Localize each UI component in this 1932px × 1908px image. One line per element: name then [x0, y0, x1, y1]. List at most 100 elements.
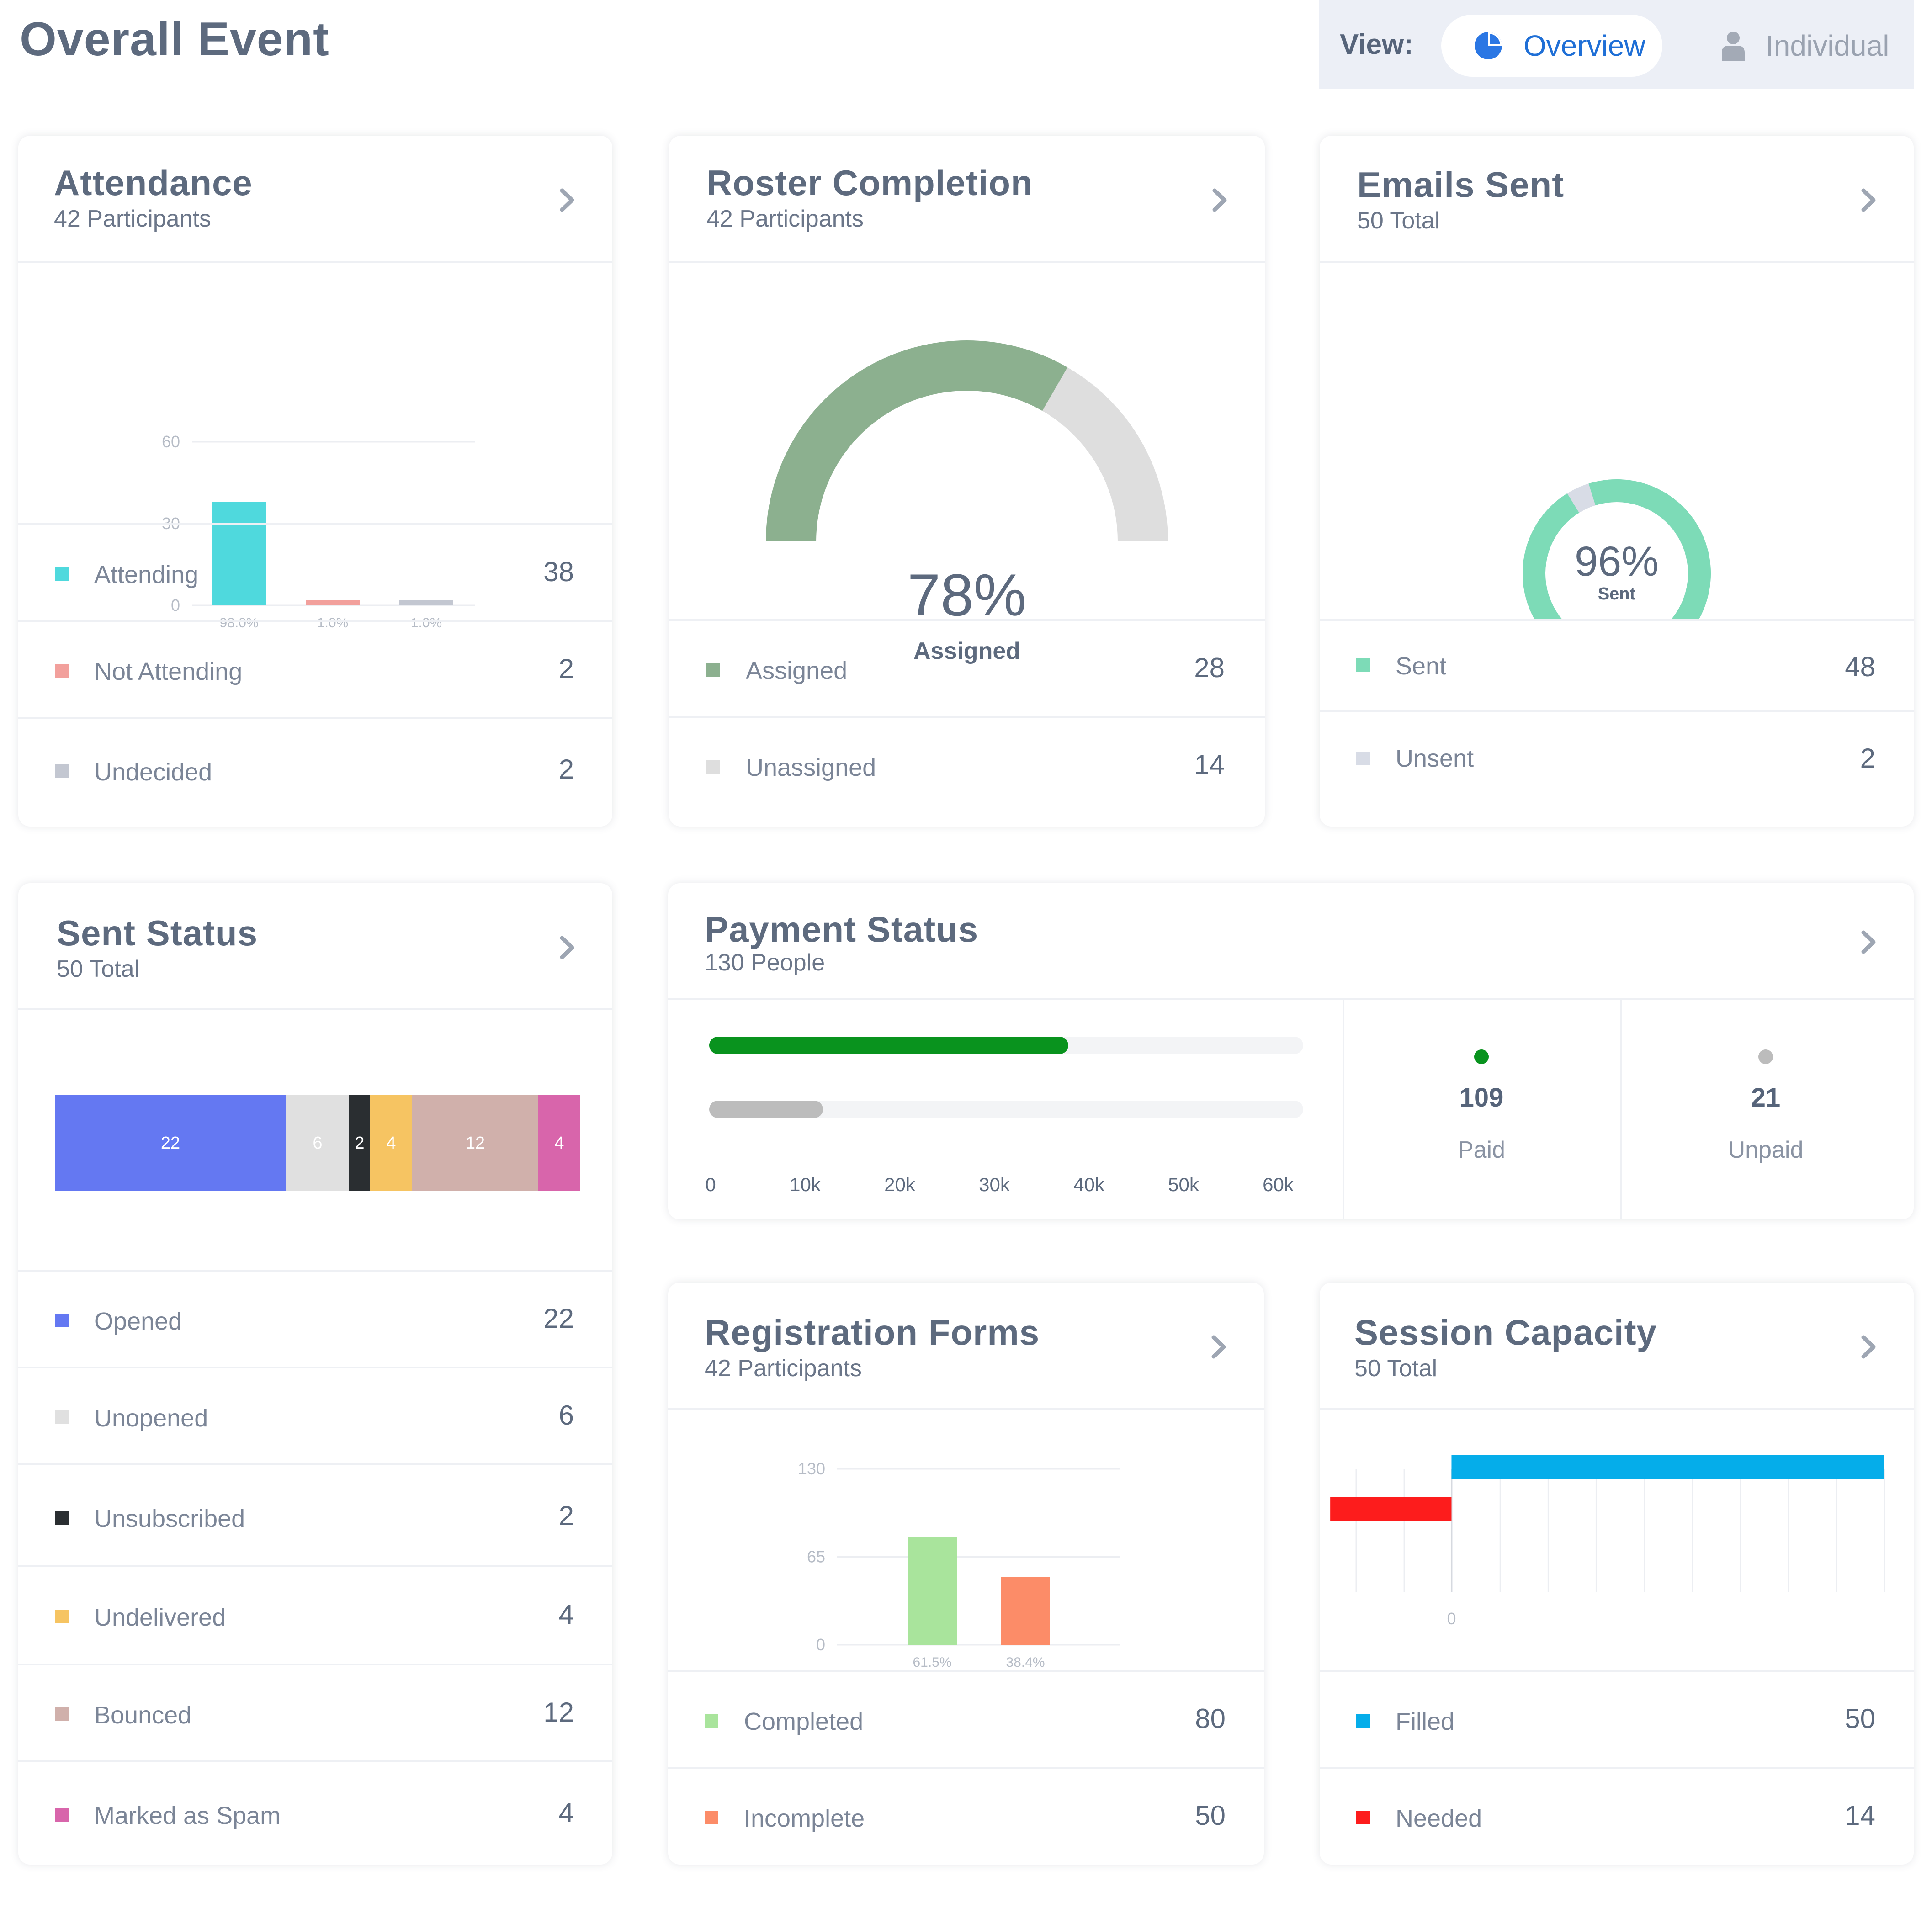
payment-subtitle: 130 People — [705, 949, 825, 976]
legend-row-unopened: Unopened 6 — [18, 1367, 612, 1463]
legend-row-unsent: Unsent 2 — [1320, 710, 1914, 827]
legend-value: 12 — [543, 1697, 574, 1728]
legend-row-assigned: Assigned 28 — [669, 619, 1265, 716]
sent-swatch — [1356, 658, 1370, 672]
bounced-swatch — [55, 1707, 69, 1721]
stack-segment: 2 — [349, 1095, 370, 1191]
y-tick-label: 65 — [807, 1548, 825, 1566]
stack-segment: 4 — [538, 1095, 580, 1191]
sent-status-title: Sent Status — [57, 913, 258, 953]
legend-label: Unsent — [1396, 745, 1474, 772]
divider — [1343, 1000, 1344, 1219]
pie-chart-icon — [1475, 32, 1502, 59]
legend-value: 50 — [1195, 1800, 1226, 1831]
unpaid-value: 21 — [1751, 1083, 1781, 1113]
chevron-right-icon[interactable] — [1855, 929, 1882, 955]
incomplete-swatch — [705, 1811, 718, 1824]
session-card: Session Capacity 50 Total 0 Filled 50 Ne… — [1320, 1283, 1914, 1865]
legend-row-bounced: Bounced 12 — [18, 1664, 612, 1760]
attendance-card-header: Attendance 42 Participants — [18, 136, 612, 263]
bar-data-label: 38.4% — [1006, 1655, 1045, 1670]
gauge-assigned-arc — [766, 340, 1067, 541]
legend-label: Completed — [744, 1708, 864, 1735]
y-tick-label: 0 — [171, 596, 180, 615]
roster-gauge — [766, 340, 1168, 541]
legend-value: 80 — [1195, 1703, 1226, 1734]
legend-row-attending: Attending 38 — [18, 523, 612, 620]
roster-percent: 78% — [907, 562, 1027, 628]
x-tick-label: 20k — [884, 1174, 915, 1195]
x-tick-label: 0 — [1447, 1609, 1456, 1628]
paid-bar — [709, 1037, 1069, 1054]
chevron-right-icon[interactable] — [1205, 1334, 1232, 1360]
stack-segment: 22 — [55, 1095, 286, 1191]
legend-label: Assigned — [746, 657, 848, 684]
emails-subtitle: 50 Total — [1357, 207, 1440, 234]
bar — [399, 600, 453, 605]
paid-bar-track — [709, 1037, 1303, 1054]
sent-status-subtitle: 50 Total — [57, 956, 140, 982]
legend-value: 4 — [558, 1599, 574, 1630]
stack-segment: 6 — [286, 1095, 349, 1191]
legend-row-spam: Marked as Spam 4 — [18, 1760, 612, 1865]
chevron-right-icon[interactable] — [1206, 187, 1233, 213]
y-tick-label: 60 — [162, 432, 180, 451]
stack-segment: 12 — [412, 1095, 538, 1191]
x-tick-label: 10k — [790, 1174, 821, 1195]
bar — [306, 600, 360, 605]
legend-row-sent: Sent 48 — [1320, 619, 1914, 710]
chevron-right-icon[interactable] — [554, 187, 580, 213]
legend-row-incomplete: Incomplete 50 — [668, 1767, 1264, 1865]
legend-value: 38 — [543, 556, 574, 587]
view-label: View: — [1340, 29, 1413, 60]
roster-subtitle: 42 Participants — [706, 206, 864, 232]
bar — [1330, 1497, 1452, 1521]
session-bar-chart: 0 — [1330, 1455, 1885, 1628]
legend-label: Opened — [94, 1308, 182, 1335]
unassigned-swatch — [706, 760, 720, 774]
legend-label: Incomplete — [744, 1805, 865, 1832]
unpaid-bar — [709, 1101, 823, 1118]
x-tick-label: 40k — [1073, 1174, 1104, 1195]
x-tick-label: 50k — [1168, 1174, 1199, 1195]
x-tick-label: 0 — [705, 1174, 716, 1195]
bar-data-label: 61.5% — [913, 1655, 951, 1670]
bar-data-label: 1.0% — [411, 615, 442, 631]
filled-swatch — [1356, 1714, 1370, 1728]
legend-row-needed: Needed 14 — [1320, 1767, 1914, 1865]
emails-caption: Sent — [1598, 584, 1636, 604]
legend-row-opened: Opened 22 — [18, 1270, 612, 1367]
attending-swatch — [55, 567, 69, 581]
legend-value: 6 — [558, 1400, 574, 1431]
legend-label: Unopened — [94, 1404, 208, 1432]
legend-row-completed: Completed 80 — [668, 1670, 1264, 1767]
paid-dot — [1474, 1049, 1489, 1064]
attendance-subtitle: 42 Participants — [54, 206, 211, 232]
view-switcher: View: Overview Individual — [1319, 0, 1914, 89]
legend-row-filled: Filled 50 — [1320, 1670, 1914, 1767]
chevron-right-icon[interactable] — [1855, 1334, 1882, 1360]
view-individual-button[interactable]: Individual — [1721, 15, 1904, 77]
view-overview-button[interactable]: Overview — [1441, 15, 1662, 77]
view-individual-label: Individual — [1766, 29, 1890, 62]
attendance-title: Attendance — [54, 163, 253, 203]
chevron-right-icon[interactable] — [1855, 187, 1882, 213]
y-tick-label: 130 — [798, 1459, 825, 1478]
emails-title: Emails Sent — [1357, 164, 1565, 205]
completed-swatch — [705, 1714, 718, 1728]
legend-value: 22 — [543, 1303, 574, 1334]
legend-label: Sent — [1396, 652, 1447, 680]
stack-segment: 4 — [370, 1095, 412, 1191]
unsent-swatch — [1356, 752, 1370, 765]
legend-value: 2 — [558, 653, 574, 684]
undelivered-swatch — [55, 1610, 69, 1623]
attendance-card: Attendance 42 Participants 0 30 60 98.0% 1.0… — [18, 136, 612, 827]
session-card-header: Session Capacity 50 Total — [1320, 1283, 1914, 1410]
unopened-swatch — [55, 1410, 69, 1424]
x-tick-label: 30k — [979, 1174, 1010, 1195]
registration-title: Registration Forms — [705, 1312, 1040, 1352]
registration-card: Registration Forms 42 Participants 0 65 13… — [668, 1283, 1264, 1865]
chevron-right-icon[interactable] — [554, 934, 580, 961]
undecided-swatch — [55, 764, 69, 778]
legend-row-unsubscribed: Unsubscribed 2 — [18, 1463, 612, 1565]
